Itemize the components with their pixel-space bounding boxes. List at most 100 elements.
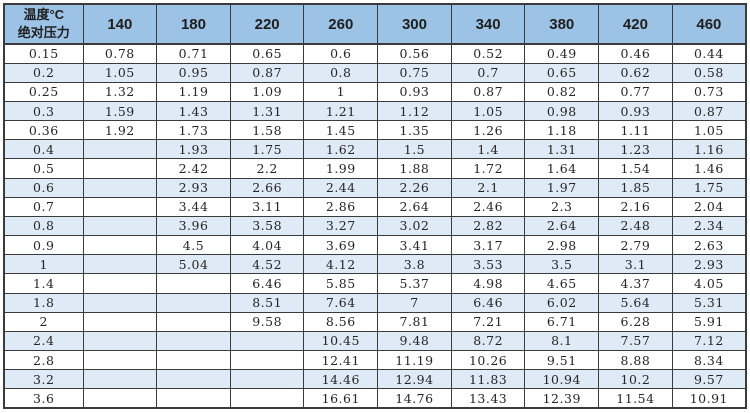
- value-cell: 5.85: [303, 273, 379, 294]
- value-cell: 2.93: [671, 254, 747, 275]
- value-cell: 0.87: [671, 100, 747, 122]
- value-cell: 1.26: [450, 120, 526, 141]
- table-row: 0.8 3.96 3.58 3.27 3.02 2.82 2.64 2.48 2.34: [3, 215, 747, 237]
- pressure-row-header: 0.4: [3, 139, 84, 160]
- value-cell: 1.5: [377, 139, 452, 160]
- value-cell: 1.92: [82, 120, 158, 141]
- pressure-row-header: 2.4: [3, 330, 84, 352]
- table-row: 0.6 2.93 2.66 2.44 2.26 2.1 1.97 1.85 1.75: [3, 177, 747, 198]
- value-cell: 11.83: [450, 369, 526, 390]
- value-cell: 8.34: [671, 349, 747, 371]
- table-row: 3.2 14.46 12.94 11.83 10.94 10.2 9.57: [3, 369, 747, 390]
- value-cell: 1.73: [156, 120, 231, 141]
- column-header-180: 180: [156, 3, 231, 45]
- value-cell: 0.49: [524, 43, 600, 64]
- table-row: 2.4 10.45 9.48 8.72 8.1 7.57 7.12: [3, 330, 747, 352]
- value-cell: 1.05: [671, 120, 747, 141]
- value-cell: [82, 158, 158, 179]
- value-cell: [229, 330, 305, 352]
- pressure-row-header: 0.7: [3, 196, 84, 217]
- value-cell: 0.58: [671, 62, 747, 83]
- value-cell: 4.5: [156, 235, 231, 256]
- value-cell: 0.95: [156, 62, 231, 83]
- table-row: 2.8 12.41 11.19 10.26 9.51 8.88 8.34: [3, 349, 747, 371]
- value-cell: 7.12: [671, 330, 747, 352]
- corner-header-cell: 温度°C 绝对压力: [3, 3, 84, 45]
- table-row: 0.4 1.93 1.75 1.62 1.5 1.4 1.31 1.23 1.16: [3, 139, 747, 160]
- value-cell: 3.02: [377, 215, 452, 237]
- value-cell: [82, 388, 158, 409]
- value-cell: 1.97: [524, 177, 600, 198]
- value-cell: 7.57: [598, 330, 673, 352]
- value-cell: 1.11: [598, 120, 673, 141]
- table-row: 0.36 1.92 1.73 1.58 1.45 1.35 1.26 1.18 1.11 1.05: [3, 120, 747, 141]
- column-header-380: 380: [524, 3, 600, 45]
- value-cell: [156, 330, 231, 352]
- value-cell: 2.2: [229, 158, 305, 179]
- value-cell: 2.16: [598, 196, 673, 217]
- value-cell: 5.04: [156, 254, 231, 275]
- value-cell: 2.64: [524, 215, 600, 237]
- value-cell: 1.31: [524, 139, 600, 160]
- value-cell: 2.98: [524, 235, 600, 256]
- value-cell: 4.52: [229, 254, 305, 275]
- value-cell: [82, 196, 158, 217]
- value-cell: 8.88: [598, 349, 673, 371]
- value-cell: 2.3: [524, 196, 600, 217]
- value-cell: 1.72: [450, 158, 526, 179]
- corner-label-pressure: 绝对压力: [17, 25, 70, 40]
- value-cell: 8.56: [303, 311, 379, 332]
- value-cell: [82, 254, 158, 275]
- pressure-row-header: 0.5: [3, 158, 84, 179]
- value-cell: 3.11: [229, 196, 305, 217]
- column-header-460: 460: [671, 3, 747, 45]
- value-cell: 2.48: [598, 215, 673, 237]
- pressure-row-header: 0.9: [3, 235, 84, 256]
- value-cell: 0.78: [82, 43, 158, 64]
- value-cell: 0.87: [229, 62, 305, 83]
- value-cell: 1.75: [671, 177, 747, 198]
- table-row: 3.6 16.61 14.76 13.43 12.39 11.54 10.91: [3, 388, 747, 409]
- value-cell: [229, 388, 305, 409]
- value-cell: 7.64: [303, 292, 379, 313]
- value-cell: 1.09: [229, 81, 305, 102]
- column-header-420: 420: [598, 3, 673, 45]
- value-cell: 2.34: [671, 215, 747, 237]
- value-cell: 1.93: [156, 139, 231, 160]
- value-cell: [156, 349, 231, 371]
- table-row: 0.2 1.05 0.95 0.87 0.8 0.75 0.7 0.65 0.62 0.58: [3, 62, 747, 83]
- value-cell: 0.56: [377, 43, 452, 64]
- value-cell: [156, 369, 231, 390]
- value-cell: 7.21: [450, 311, 526, 332]
- value-cell: 0.87: [450, 81, 526, 102]
- value-cell: 1.19: [156, 81, 231, 102]
- pressure-row-header: 2.8: [3, 349, 84, 371]
- value-cell: 2.42: [156, 158, 231, 179]
- value-cell: 1.43: [156, 100, 231, 122]
- value-cell: 10.94: [524, 369, 600, 390]
- pressure-row-header: 0.8: [3, 215, 84, 237]
- value-cell: [82, 349, 158, 371]
- value-cell: 1.59: [82, 100, 158, 122]
- value-cell: 9.48: [377, 330, 452, 352]
- table-row: 0.7 3.44 3.11 2.86 2.64 2.46 2.3 2.16 2.04: [3, 196, 747, 217]
- value-cell: 4.37: [598, 273, 673, 294]
- value-cell: 16.61: [303, 388, 379, 409]
- value-cell: 6.28: [598, 311, 673, 332]
- value-cell: 1.85: [598, 177, 673, 198]
- value-cell: 5.31: [671, 292, 747, 313]
- pressure-row-header: 1.4: [3, 273, 84, 294]
- value-cell: 3.44: [156, 196, 231, 217]
- value-cell: 0.73: [671, 81, 747, 102]
- value-cell: 2.93: [156, 177, 231, 198]
- value-cell: 8.1: [524, 330, 600, 352]
- value-cell: 9.58: [229, 311, 305, 332]
- value-cell: 6.71: [524, 311, 600, 332]
- value-cell: 0.71: [156, 43, 231, 64]
- value-cell: [82, 330, 158, 352]
- value-cell: 1.05: [82, 62, 158, 83]
- value-cell: 2.26: [377, 177, 452, 198]
- pressure-row-header: 0.15: [3, 43, 84, 64]
- value-cell: 3.58: [229, 215, 305, 237]
- pressure-row-header: 0.36: [3, 120, 84, 141]
